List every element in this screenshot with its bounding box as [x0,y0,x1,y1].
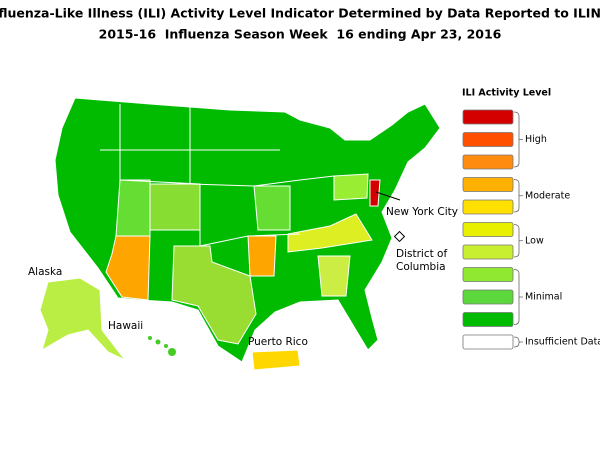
state-shape [369,179,381,207]
legend-swatch [462,177,514,192]
legend-swatch [462,267,514,282]
state-shape [317,255,351,297]
legend-bracket [513,336,523,348]
state-shape [149,183,201,231]
legend-bracket [513,224,523,258]
legend-swatch [462,109,514,125]
hawaii-shape [148,336,176,356]
state-shape [333,173,369,201]
state-shape [115,179,151,237]
state-border [119,104,301,247]
map-subtitle: 2015-16 Influenza Season Week 16 ending … [99,27,502,42]
legend-label: Moderate [525,190,570,201]
legend-swatch [462,154,514,170]
map-title: Influenza-Like Illness (ILI) Activity Le… [0,6,600,21]
legend-bracket [513,269,523,325]
legend-label: High [525,134,547,145]
legend-label: Minimal [525,292,562,303]
legend-swatch [462,289,514,305]
alaska-shape [39,277,126,361]
dc-marker [393,230,406,243]
legend-swatch [462,312,514,327]
dc-label: District of [396,248,447,260]
nyc-pointer [375,191,401,201]
legend-swatch [462,244,514,260]
state-shape [253,185,291,231]
puerto-rico-shape [251,349,301,371]
continental-us [54,97,441,363]
legend-title: ILI Activity Level [462,88,551,99]
legend-swatch [462,132,514,147]
legend-swatch [462,222,514,237]
state-border [189,106,335,187]
legend-label: Insufficient Data [525,337,600,348]
hawaii-label: Hawaii [108,320,143,332]
nyc-label: New York City [386,206,458,218]
legend-bracket [513,179,523,213]
state-shape [247,235,277,277]
state-shape [287,213,373,253]
legend-label: Low [525,235,544,246]
dc-label: Columbia [396,261,446,273]
state-shape [171,245,257,345]
legend-swatch [462,334,514,350]
legend-bracket [513,111,523,168]
alaska-label: Alaska [28,266,62,278]
legend-swatch [462,199,514,215]
puerto-rico-label: Puerto Rico [248,336,308,348]
